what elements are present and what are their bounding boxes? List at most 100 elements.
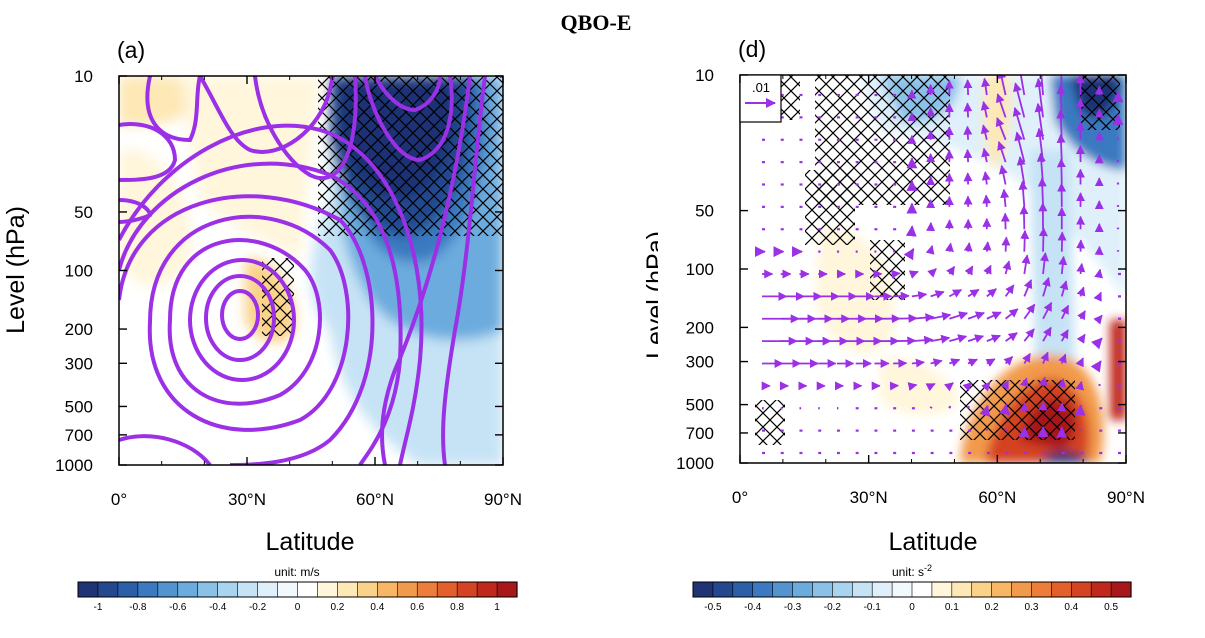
panel-d-ytick-label: 200 xyxy=(686,318,714,337)
panel-d-colorbar-box xyxy=(1110,581,1132,598)
panel-a-ytick-label: 300 xyxy=(65,354,93,373)
panel-d-colorbar-unit-base: unit: s xyxy=(892,565,924,579)
ep-flux-arrow xyxy=(999,403,1011,416)
ep-flux-arrow xyxy=(964,265,974,276)
ep-flux-arrow xyxy=(1003,356,1014,366)
panel-d-shade-cream-low xyxy=(880,357,960,415)
ep-flux-arrow xyxy=(1041,276,1051,297)
panel-a-colorbar-box xyxy=(337,581,358,598)
panel-d-colorbar-label: 0.1 xyxy=(945,602,959,613)
ep-flux-arrow xyxy=(930,358,943,368)
panel-a-colorbar-box xyxy=(217,581,239,598)
panel-d-colorbar-label: -0.2 xyxy=(824,602,842,613)
panel-d-ytick-label: 500 xyxy=(686,396,714,415)
panel-d-ytick-label: 10 xyxy=(695,66,714,85)
reference-vector-label: .01 xyxy=(752,80,770,95)
panel-a-ytick-label: 700 xyxy=(65,426,93,445)
ep-flux-arrow xyxy=(1013,82,1026,118)
panel-d-shade-vertical-blue xyxy=(1030,150,1075,360)
panel-d-colorbar-box xyxy=(1051,581,1072,598)
panel-a-colorbar-label: 0.6 xyxy=(410,602,424,613)
ep-flux-arrow xyxy=(981,147,991,163)
panel-a-colorbar-label: 0 xyxy=(295,602,301,613)
ep-flux-arrow xyxy=(981,77,991,96)
panel-d-colorbar-box xyxy=(792,581,814,598)
panel-a-colorbar-label: -1 xyxy=(94,602,103,613)
ep-flux-arrow xyxy=(985,358,996,367)
ep-flux-arrow xyxy=(929,406,933,409)
panel-d-colorbar-box xyxy=(931,581,953,598)
ep-flux-arrow xyxy=(1042,301,1053,320)
ep-flux-arrow xyxy=(995,93,1007,118)
panel-d-colorbar-box xyxy=(891,581,913,598)
panel-d-label: (d) xyxy=(738,36,766,62)
ep-flux-arrow xyxy=(925,244,935,255)
panel-d-colorbar-unit: unit: s-2 xyxy=(892,563,932,579)
ep-flux-arrow xyxy=(1056,158,1066,185)
ep-flux-arrow xyxy=(963,148,973,163)
ep-flux-arrow xyxy=(949,311,969,320)
panel-a-colorbar-label: -0.4 xyxy=(209,602,227,613)
ep-flux-arrow xyxy=(1058,255,1068,275)
panel-d-colorbar-box xyxy=(911,581,933,598)
panel-a-colorbar-box xyxy=(117,581,139,598)
panel-a-xaxis: 0° 30°N 60°N 90°N xyxy=(111,76,522,509)
ep-flux-arrow xyxy=(944,382,954,392)
panel-d-colorbar-box xyxy=(692,581,714,598)
panel-d-colorbar-box xyxy=(832,581,853,598)
panel-a-colorbar-box xyxy=(257,581,279,598)
panel-d-ytick-label: 300 xyxy=(686,353,714,372)
ep-flux-arrow xyxy=(967,311,985,320)
ep-flux-arrow xyxy=(1056,133,1066,163)
panel-d-colorbar-box xyxy=(1011,581,1033,598)
ep-flux-arrow xyxy=(1098,383,1101,387)
panel-a-colorbar-box xyxy=(396,581,418,598)
ep-flux-arrow xyxy=(967,334,985,343)
panel-a-colorbar-box xyxy=(456,581,478,598)
panel-d-colorbar-box xyxy=(971,581,993,598)
ep-flux-arrow xyxy=(911,335,934,345)
panel-d-colorbar-unit-exp: -2 xyxy=(924,563,932,573)
panel-d-colorbar-box xyxy=(752,581,774,598)
panel-d-colorbar-box xyxy=(772,581,794,598)
ep-flux-arrow xyxy=(986,334,1001,343)
ep-flux-arrow xyxy=(986,288,997,298)
panel-d-xlabel: Latitude xyxy=(889,528,978,556)
panel-d-colorbar-label: -0.5 xyxy=(704,602,722,613)
panel-a-xtick-label: 60°N xyxy=(356,490,394,509)
ep-flux-arrow xyxy=(948,289,963,298)
panel-d-ytick-label: 700 xyxy=(686,424,714,443)
panel-d-colorbar-box xyxy=(1031,581,1052,598)
ep-flux-arrow xyxy=(982,241,992,252)
ep-flux-arrow xyxy=(1042,326,1052,342)
panel-a-colorbar-box xyxy=(237,581,259,598)
ep-flux-arrow xyxy=(1022,352,1031,364)
ep-flux-arrow xyxy=(1004,284,1015,297)
ep-flux-arrow xyxy=(948,405,952,409)
ep-flux-arrow xyxy=(1060,329,1069,342)
panel-a-ytick-label: 50 xyxy=(74,203,93,222)
ep-flux-arrow xyxy=(891,269,901,279)
panel-a-colorbar-box xyxy=(416,581,438,598)
panel-d-colorbar-frame xyxy=(692,581,1132,598)
ep-flux-arrow xyxy=(1076,333,1086,344)
ep-flux-arrow xyxy=(1005,332,1018,342)
panel-a-colorbar-frame xyxy=(77,581,518,598)
panel-a-colorbar-box xyxy=(97,581,119,598)
ep-flux-arrow xyxy=(1002,260,1012,275)
panel-d-xtick-label: 0° xyxy=(732,488,748,507)
panel-a-ytick-label: 200 xyxy=(65,320,93,339)
ep-flux-arrow xyxy=(1040,75,1044,96)
panel-d-colorbar-box xyxy=(851,581,873,598)
ep-flux-arrow xyxy=(982,194,992,207)
panel-d-colorbar-label: 0.3 xyxy=(1025,602,1039,613)
ep-flux-arrow xyxy=(963,125,973,140)
panel-a-colorbar-unit: unit: m/s xyxy=(274,565,319,579)
ep-flux-arrow xyxy=(1060,304,1070,320)
ep-flux-arrow xyxy=(1023,328,1035,342)
ep-flux-arrow xyxy=(1005,308,1019,320)
panel-a-yaxis: 10 50 100 200 300 500 700 1000 xyxy=(55,67,503,475)
ep-flux-arrow xyxy=(930,290,945,299)
panel-a-colorbar-label: -0.2 xyxy=(249,602,267,613)
